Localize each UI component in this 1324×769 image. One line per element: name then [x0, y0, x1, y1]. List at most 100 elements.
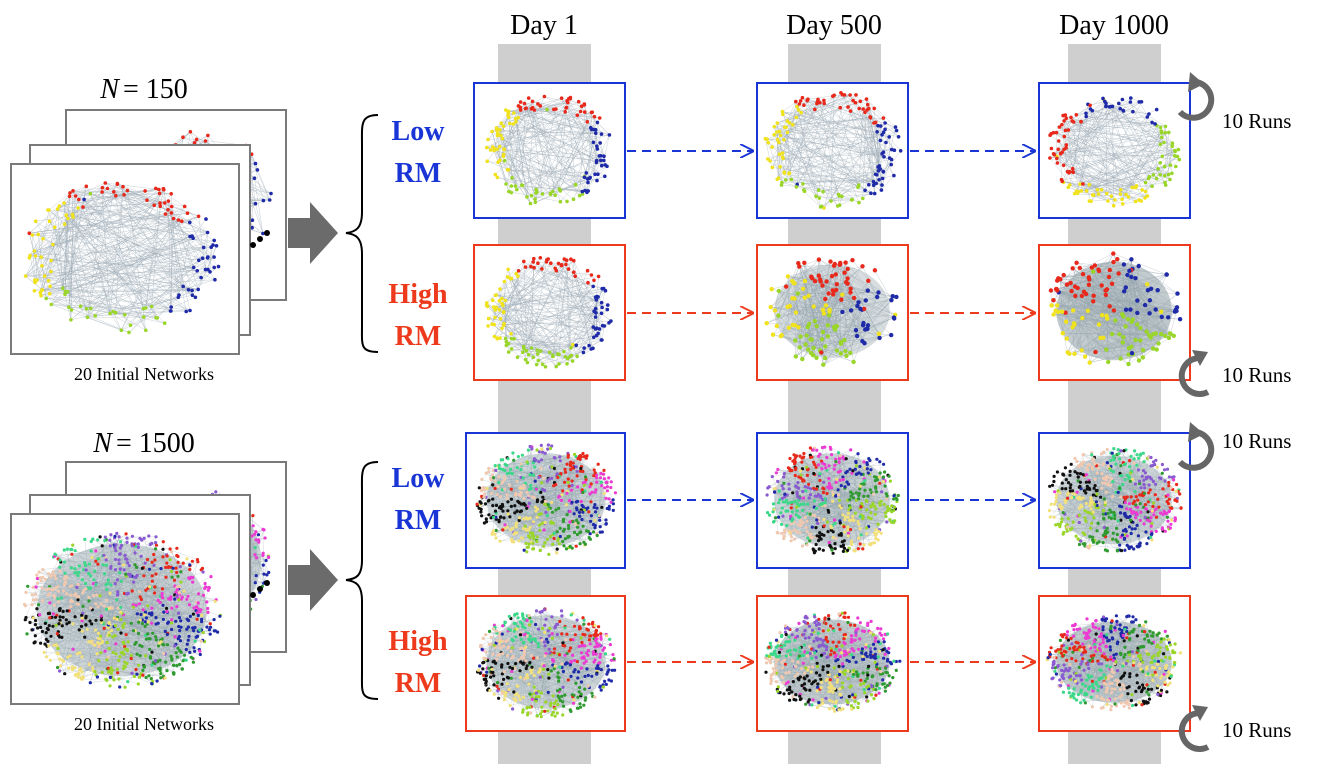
- network-node: [254, 598, 257, 601]
- network-node: [888, 156, 892, 160]
- network-node: [877, 336, 881, 340]
- network-node: [500, 327, 504, 331]
- network-node: [147, 534, 150, 537]
- network-node: [851, 360, 855, 364]
- network-node: [590, 273, 594, 277]
- network-node: [879, 139, 883, 143]
- network-node: [821, 363, 825, 367]
- network-node: [592, 325, 596, 329]
- network-node: [1093, 350, 1097, 354]
- network-node: [40, 264, 44, 268]
- network-node: [489, 148, 493, 152]
- network-node: [1068, 281, 1072, 285]
- network-node: [515, 188, 519, 192]
- network-node: [590, 128, 594, 132]
- network-node: [1110, 282, 1114, 286]
- network-node: [586, 120, 590, 124]
- network-node: [823, 356, 827, 360]
- network-node: [1079, 120, 1083, 124]
- network-node: [142, 307, 146, 311]
- network-node: [145, 198, 149, 202]
- network-node: [214, 490, 217, 493]
- network-node: [527, 96, 531, 100]
- network-node: [838, 194, 842, 198]
- network-node: [170, 211, 174, 215]
- network-node: [775, 324, 779, 328]
- network-node: [28, 231, 32, 235]
- network-node: [192, 613, 195, 616]
- network-node: [829, 199, 833, 203]
- network-node: [850, 198, 854, 202]
- network-node: [190, 234, 194, 238]
- network-node: [34, 219, 38, 223]
- network-node: [784, 178, 788, 182]
- network-node: [491, 298, 495, 302]
- network-node: [1168, 178, 1172, 182]
- network-node: [141, 622, 144, 625]
- network-node: [1155, 108, 1159, 112]
- network-node: [848, 93, 852, 97]
- network-node: [105, 658, 108, 661]
- network-node: [1115, 257, 1119, 261]
- network-node: [592, 279, 596, 283]
- network-node: [565, 362, 569, 366]
- network-node: [773, 308, 777, 312]
- network-node: [1135, 298, 1139, 302]
- network-node: [543, 95, 547, 99]
- network-node: [212, 266, 216, 270]
- network-node: [36, 626, 39, 629]
- network-node: [862, 307, 866, 311]
- network-node: [1121, 314, 1125, 318]
- network-node: [1130, 320, 1134, 324]
- network-node: [557, 362, 561, 366]
- network-node: [89, 681, 92, 684]
- network-node: [815, 324, 819, 328]
- network-node: [877, 178, 881, 182]
- network-node: [826, 323, 830, 327]
- network-node: [506, 268, 510, 272]
- network-node: [541, 192, 545, 196]
- network-node: [57, 600, 60, 603]
- network-node: [1069, 116, 1073, 120]
- network-node: [158, 201, 162, 205]
- network-node: [144, 654, 147, 657]
- network-node: [565, 200, 569, 204]
- network-node: [1080, 316, 1084, 320]
- network-node: [532, 257, 536, 261]
- network-node: [199, 276, 203, 280]
- network-node: [1144, 190, 1148, 194]
- network-node: [781, 151, 785, 155]
- network-node: [142, 315, 146, 319]
- network-node: [801, 182, 805, 186]
- network-node: [863, 327, 867, 331]
- network-node: [184, 310, 188, 314]
- network-node: [1121, 335, 1125, 339]
- network-node: [1064, 320, 1068, 324]
- network-node: [47, 572, 50, 575]
- network-node: [891, 294, 895, 298]
- n150-low-rm-label-1: Low: [392, 116, 446, 147]
- network-node: [602, 154, 606, 158]
- network-node: [1123, 324, 1127, 328]
- network-node: [1159, 161, 1163, 165]
- network-node: [1097, 192, 1101, 196]
- network-node: [585, 171, 589, 175]
- network-node: [1173, 149, 1177, 153]
- network-node: [524, 358, 528, 362]
- network-node: [1129, 100, 1133, 104]
- network-node: [894, 125, 898, 129]
- network-node: [540, 267, 544, 271]
- network-node: [572, 270, 576, 274]
- network-node: [576, 113, 580, 117]
- network-node: [877, 332, 881, 336]
- network-node: [842, 271, 846, 275]
- network-node: [86, 316, 90, 320]
- network-node: [894, 295, 898, 299]
- network-node: [882, 170, 886, 174]
- network-node: [1122, 289, 1126, 293]
- network-node: [866, 288, 870, 292]
- network-node: [154, 187, 158, 191]
- network-node: [188, 309, 192, 313]
- network-node: [582, 346, 586, 350]
- network-node: [843, 349, 847, 353]
